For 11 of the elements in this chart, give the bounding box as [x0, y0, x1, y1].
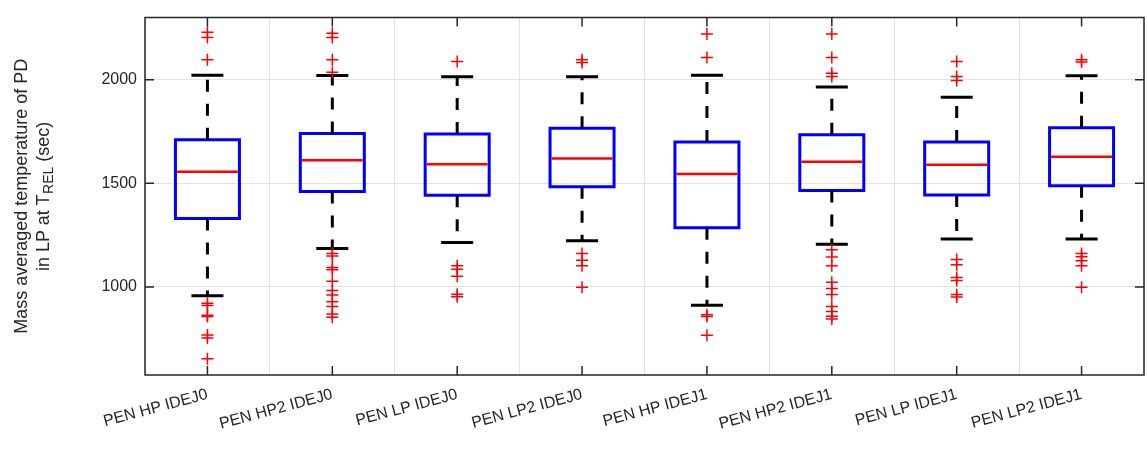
x-tick-label: PEN HP2 IDEJ0	[217, 384, 335, 432]
x-tick-label: PEN HP2 IDEJ1	[716, 384, 834, 432]
x-tick-label: PEN LP2 IDEJ0	[469, 384, 585, 431]
x-tick-label: PEN HP IDEJ1	[600, 384, 709, 430]
x-tick-label: PEN LP IDEJ0	[353, 384, 460, 429]
y-tick-label: 2000	[101, 70, 138, 88]
y-tick-label: 1000	[101, 277, 138, 295]
x-tick-label: PEN LP2 IDEJ1	[969, 384, 1084, 431]
x-tick-label: PEN LP IDEJ1	[853, 384, 959, 429]
x-tick-label: PEN HP IDEJ0	[101, 384, 210, 430]
y-tick-label: 1500	[101, 173, 138, 191]
